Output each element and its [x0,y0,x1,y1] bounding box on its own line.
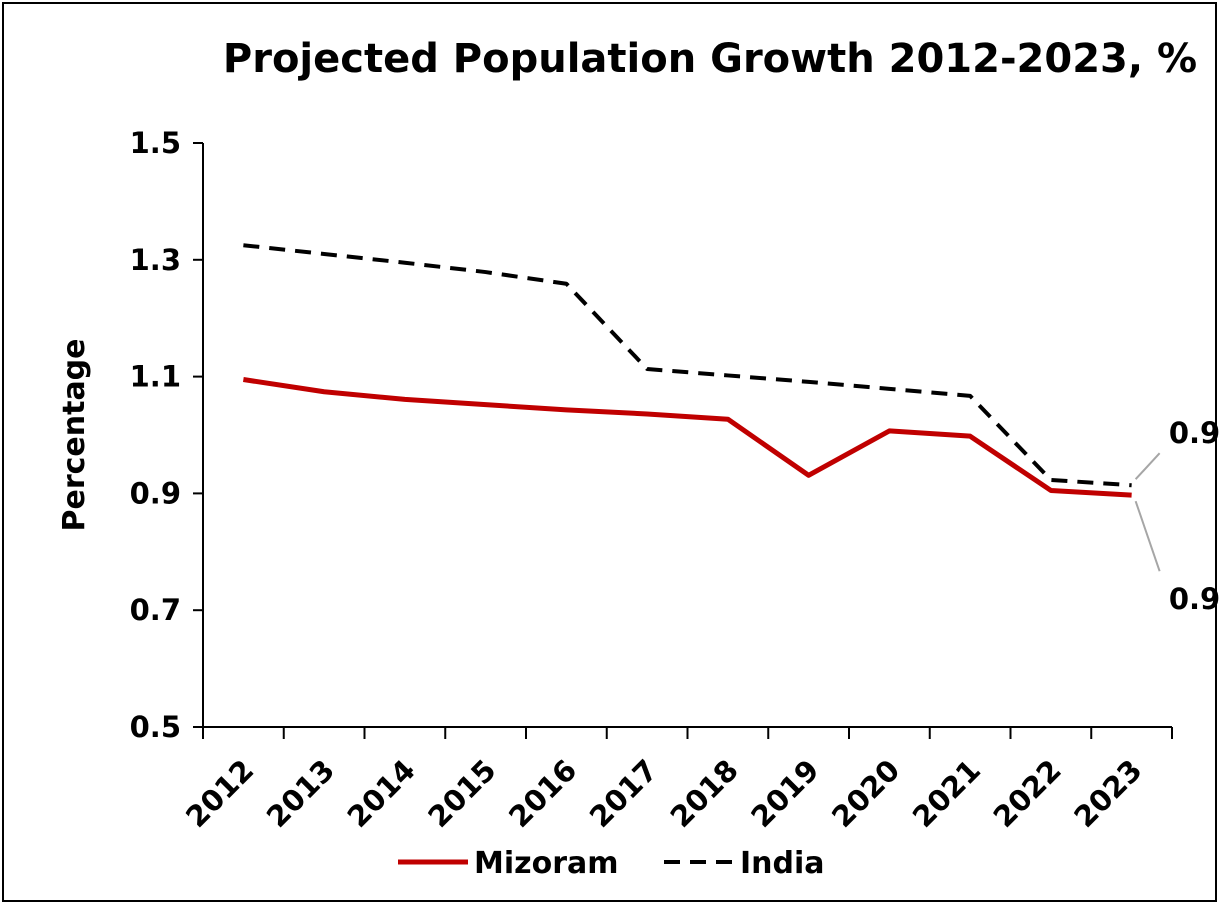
legend-label-india: India [740,846,825,881]
x-tick-label: 2018 [664,753,745,834]
x-tick-label: 2014 [341,753,422,834]
y-tick-label: 1.1 [130,360,181,394]
data-label-leader [1134,500,1161,572]
x-tick-label: 2020 [825,753,906,834]
series-lines [242,243,1132,498]
data-label-india: 0.91 [1169,416,1221,450]
x-tick-label: 2017 [583,753,664,834]
y-tick-label: 0.9 [130,476,181,510]
x-tick-label: 2016 [502,753,583,834]
legend-label-mizoram: Mizoram [474,846,619,881]
x-tick-label: 2021 [906,753,987,834]
data-labels: 0.91 0.90 [1134,416,1221,616]
y-tick-label: 1.5 [130,126,181,160]
x-tick-label: 2019 [744,753,825,834]
data-label-leader [1134,452,1161,480]
y-tick-label: 1.3 [130,243,181,277]
legend: Mizoram India [398,846,825,881]
series-line-mizoram [242,377,1132,498]
x-tick-label: 2015 [421,753,502,834]
x-tick-label: 2023 [1067,753,1148,834]
x-tick-label: 2012 [179,753,260,834]
chart-title: Projected Population Growth 2012-2023, % [223,36,1197,82]
x-tick-label: 2013 [260,753,341,834]
y-axis-label: Percentage [57,338,92,531]
y-tick-label: 0.7 [130,593,181,627]
data-label-mizoram: 0.90 [1169,582,1221,616]
x-tick-label: 2022 [987,753,1068,834]
series-line-india [243,243,1132,488]
y-tick-label: 0.5 [130,710,181,744]
